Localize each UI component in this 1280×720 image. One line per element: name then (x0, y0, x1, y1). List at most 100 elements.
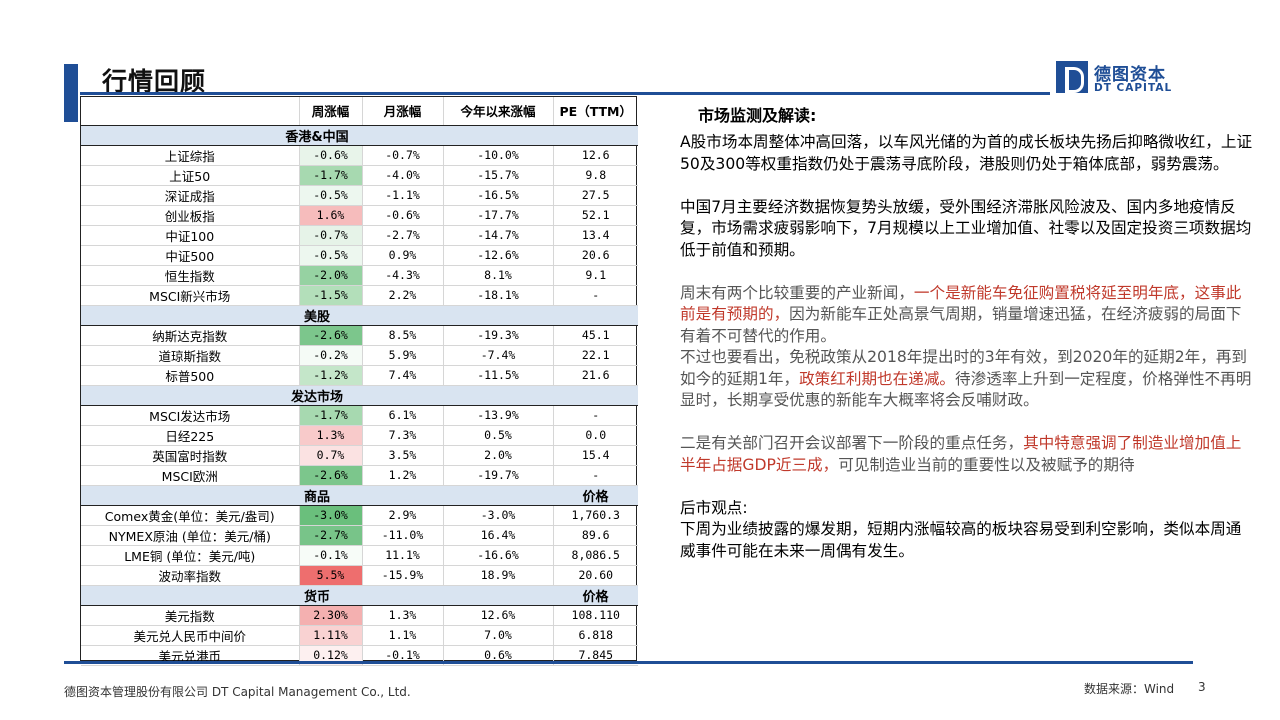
footer-rule (64, 661, 1193, 664)
row-month-change: 2.9% (361, 505, 443, 526)
table-row: 中证100 -0.7% -2.7% -14.7% 13.4 (81, 225, 638, 246)
table-row: 美元兑港币 0.12% -0.1% 0.6% 7.845 (81, 645, 638, 666)
section-title: 美股 (81, 304, 553, 326)
row-week-change: 0.7% (298, 445, 362, 466)
row-month-change: -0.6% (361, 205, 443, 226)
row-month-change: 7.4% (361, 365, 443, 386)
logo-cn-text: 德图资本 (1094, 65, 1166, 85)
section-row: 发达市场 (81, 384, 638, 406)
table-row: 上证综指 -0.6% -0.7% -10.0% 12.6 (81, 145, 638, 166)
row-name: 英国富时指数 (81, 445, 299, 466)
row-name: 中证500 (81, 245, 299, 266)
row-month-change: -1.1% (361, 185, 443, 206)
row-pe-value: 8,086.5 (552, 545, 638, 566)
row-pe-value: 108.110 (552, 605, 638, 626)
title-accent-bar (64, 64, 78, 122)
table-row: LME铜 (单位：美元/吨) -0.1% 11.1% -16.6% 8,086.5 (81, 545, 638, 566)
table-row: 道琼斯指数 -0.2% 5.9% -7.4% 22.1 (81, 345, 638, 366)
row-ytd-change: -11.5% (442, 365, 553, 386)
commentary-p6-body: 下周为业绩披露的爆发期，短期内涨幅较高的板块容易受到利空影响，类似本周通威事件可… (680, 520, 1242, 560)
commentary-p6-heading: 后市观点: (680, 498, 748, 517)
row-month-change: 5.9% (361, 345, 443, 366)
row-name: Comex黄金(单位：美元/盎司) (81, 505, 299, 526)
row-pe-value: 0.0 (552, 425, 638, 446)
col-header-name (81, 97, 299, 126)
row-pe-value: 22.1 (552, 345, 638, 366)
p4-highlight: 政策红利期也在递减。 (799, 369, 956, 388)
row-week-change: -1.2% (298, 365, 362, 386)
row-pe-value: 45.1 (552, 325, 638, 346)
row-month-change: -11.0% (361, 525, 443, 546)
col-header-pe: PE（TTM） (552, 97, 638, 126)
row-name: NYMEX原油 (单位：美元/桶) (81, 525, 299, 546)
row-name: 美元兑人民币中间价 (81, 625, 299, 646)
row-pe-value: 13.4 (552, 225, 638, 246)
col-header-week: 周涨幅 (298, 97, 362, 126)
table-row: 美元指数 2.30% 1.3% 12.6% 108.110 (81, 605, 638, 626)
row-ytd-change: -16.5% (442, 185, 553, 206)
row-pe-value: 89.6 (552, 525, 638, 546)
table-row: 深证成指 -0.5% -1.1% -16.5% 27.5 (81, 185, 638, 206)
section-row: 商品 价格 (81, 484, 638, 506)
table-row: 中证500 -0.5% 0.9% -12.6% 20.6 (81, 245, 638, 266)
row-ytd-change: 2.0% (442, 445, 553, 466)
row-week-change: -0.1% (298, 545, 362, 566)
table-row: 英国富时指数 0.7% 3.5% 2.0% 15.4 (81, 445, 638, 466)
row-name: 美元指数 (81, 605, 299, 626)
row-pe-value: 15.4 (552, 445, 638, 466)
row-week-change: -2.7% (298, 525, 362, 546)
logo-en-text: DT CAPITAL (1094, 82, 1173, 94)
section-row: 货币 价格 (81, 584, 638, 606)
p4-text-a: 不过也要看出，免税政策从2018年提出时的3年有效，到2020年的延期2年，再到… (680, 348, 1248, 388)
p5-text-a: 二是有关部门召开会议部署下一阶段的重点任务， (680, 434, 1024, 452)
row-week-change: -1.5% (298, 285, 362, 306)
row-month-change: 0.9% (361, 245, 443, 266)
row-pe-value: 20.60 (552, 565, 638, 586)
row-ytd-change: -10.0% (442, 145, 553, 166)
col-header-month: 月涨幅 (361, 97, 443, 126)
row-month-change: 2.2% (361, 285, 443, 306)
row-name: 创业板指 (81, 205, 299, 226)
row-week-change: -1.7% (298, 405, 362, 426)
row-name: 纳斯达克指数 (81, 325, 299, 346)
p3-text-c: 因为新能车正处高景气周期，销量增速迅猛，在经济疲弱的局面下有着不可替代的作用。 (680, 305, 1242, 345)
commentary-p3: 周末有两个比较重要的产业新闻，一个是新能车免征购置税将延至明年底，这事此前是有预… (680, 283, 1255, 348)
table-row: 上证50 -1.7% -4.0% -15.7% 9.8 (81, 165, 638, 186)
row-ytd-change: 7.0% (442, 625, 553, 646)
row-ytd-change: 18.9% (442, 565, 553, 586)
row-ytd-change: -14.7% (442, 225, 553, 246)
commentary-body: A股市场本周整体冲高回落，以车风光储的为首的成长板块先扬后抑略微收红，上证50及… (680, 132, 1255, 562)
row-pe-value: 7.845 (552, 645, 638, 666)
table-row: 纳斯达克指数 -2.6% 8.5% -19.3% 45.1 (81, 325, 638, 346)
table-row: MSCI新兴市场 -1.5% 2.2% -18.1% - (81, 285, 638, 306)
row-name: 中证100 (81, 225, 299, 246)
section-title: 发达市场 (81, 384, 553, 406)
page-title: 行情回顾 (102, 67, 207, 96)
row-month-change: 1.2% (361, 465, 443, 486)
row-month-change: 3.5% (361, 445, 443, 466)
table-header-row: 周涨幅 月涨幅 今年以来涨幅 PE（TTM） (81, 97, 638, 126)
row-name: 深证成指 (81, 185, 299, 206)
row-week-change: 1.11% (298, 625, 362, 646)
row-week-change: 1.3% (298, 425, 362, 446)
market-table: 周涨幅 月涨幅 今年以来涨幅 PE（TTM） 香港&中国 上证综指 -0.6% -0.… (80, 96, 638, 666)
row-pe-value: 1,760.3 (552, 505, 638, 526)
row-name: 标普500 (81, 365, 299, 386)
col-header-ytd: 今年以来涨幅 (442, 97, 553, 126)
footer-company: 德图资本管理股份有限公司 DT Capital Management Co., … (64, 685, 411, 699)
table-row: 标普500 -1.2% 7.4% -11.5% 21.6 (81, 365, 638, 386)
row-pe-value: 9.1 (552, 265, 638, 286)
section-title: 货币 (81, 584, 553, 606)
row-month-change: -4.0% (361, 165, 443, 186)
section-row: 美股 (81, 304, 638, 326)
row-pe-value: 27.5 (552, 185, 638, 206)
row-name: 恒生指数 (81, 265, 299, 286)
commentary-p1: A股市场本周整体冲高回落，以车风光储的为首的成长板块先扬后抑略微收红，上证50及… (680, 133, 1253, 173)
row-ytd-change: -15.7% (442, 165, 553, 186)
commentary-p2: 中国7月主要经济数据恢复势头放缓，受外围经济滞胀风险波及、国内多地疫情反复，市场… (680, 197, 1252, 259)
row-month-change: -0.7% (361, 145, 443, 166)
row-ytd-change: -13.9% (442, 405, 553, 426)
row-month-change: -0.1% (361, 645, 443, 666)
title-rule (80, 92, 1050, 95)
row-ytd-change: 8.1% (442, 265, 553, 286)
